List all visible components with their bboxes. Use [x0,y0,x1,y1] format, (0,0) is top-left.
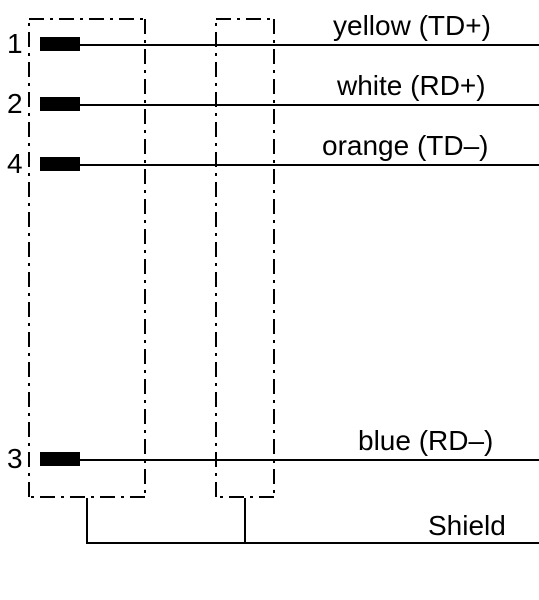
shield-drop-right [244,498,246,543]
wire-1 [80,44,539,46]
shield-drop-left [86,498,88,543]
pin-rect-2 [40,97,80,111]
pin-number-3: 3 [7,443,23,475]
wire-4 [80,164,539,166]
wire-3 [80,459,539,461]
pin-number-2: 2 [7,88,23,120]
shield-label: Shield [428,510,506,542]
pin-rect-4 [40,157,80,171]
wire-label-4: orange (TD–) [322,130,489,162]
wire-label-1: yellow (TD+) [333,10,491,42]
connector-outline-left [28,18,146,498]
pin-number-4: 4 [7,148,23,180]
pin-number-1: 1 [7,28,23,60]
pin-rect-1 [40,37,80,51]
wire-label-3: blue (RD–) [358,425,493,457]
shield-horizontal [86,542,539,544]
wiring-diagram: 1 yellow (TD+) 2 white (RD+) 4 orange (T… [0,0,539,600]
connector-outline-right [215,18,275,498]
wire-2 [80,104,539,106]
wire-label-2: white (RD+) [337,70,486,102]
pin-rect-3 [40,452,80,466]
